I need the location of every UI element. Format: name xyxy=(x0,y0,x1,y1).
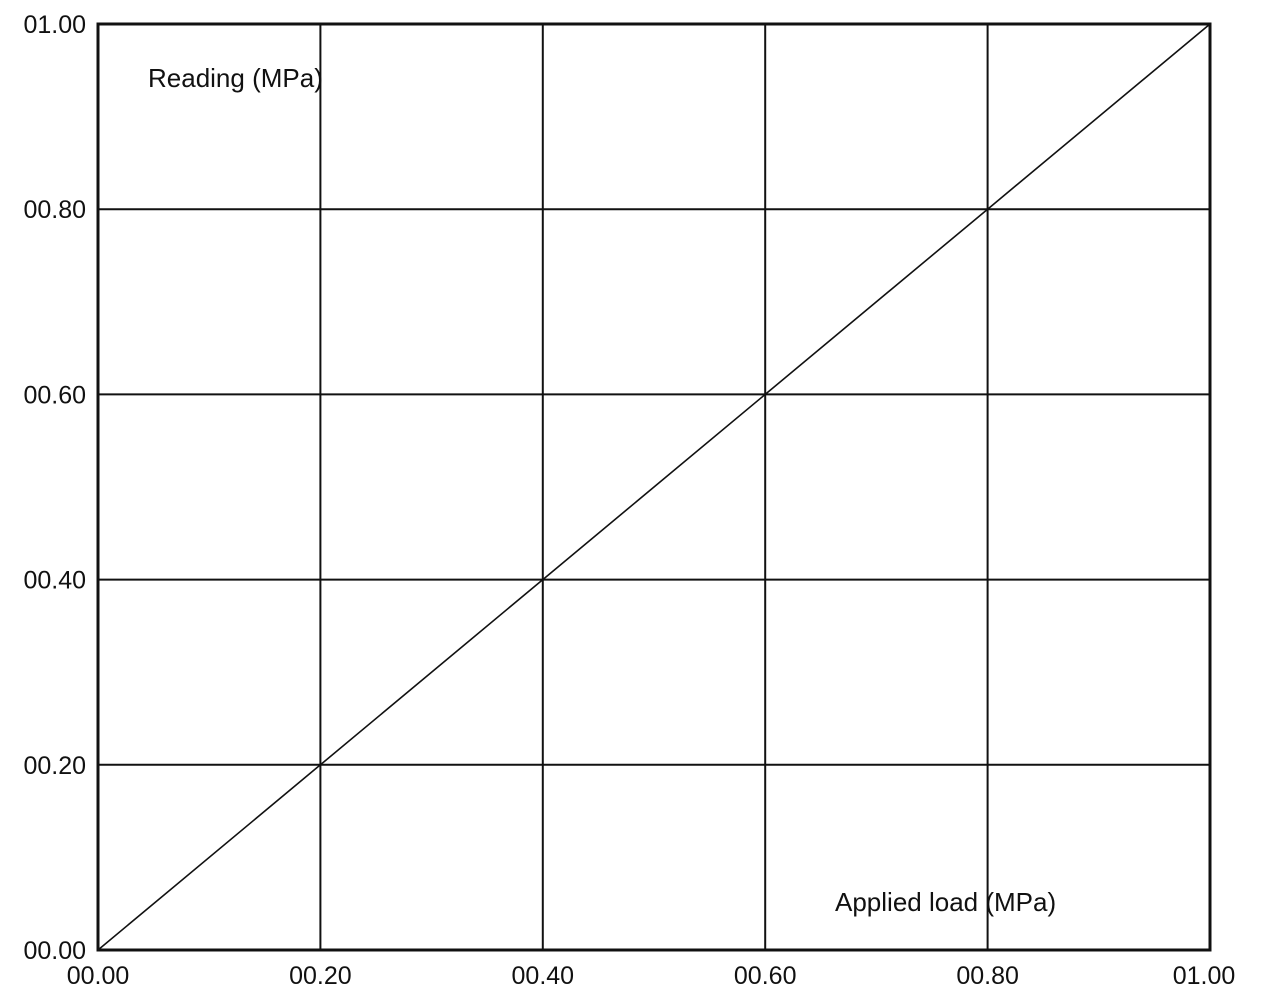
y-tick-label: 01.00 xyxy=(23,11,86,39)
series-line-0 xyxy=(97,23,1211,951)
x-tick-label: 00.60 xyxy=(734,962,797,990)
x-tick-label: 00.00 xyxy=(67,962,130,990)
y-tick-label: 00.20 xyxy=(23,752,86,780)
y-tick-label: 00.40 xyxy=(23,567,86,595)
x-tick-label: 00.80 xyxy=(956,962,1019,990)
x-tick-label: 00.20 xyxy=(289,962,352,990)
x-tick-label: 00.40 xyxy=(512,962,575,990)
x-tick-label: 01.00 xyxy=(1173,962,1236,990)
y-tick-label: 00.80 xyxy=(23,196,86,224)
grid xyxy=(98,24,1210,950)
series-layer xyxy=(97,23,1211,951)
x-axis-ticks: 00.00 00.20 00.40 00.60 00.80 01.00 xyxy=(67,962,1236,990)
y-tick-label: 00.00 xyxy=(23,937,86,965)
y-tick-label: 00.60 xyxy=(23,381,86,409)
y-axis-ticks: 00.00 00.20 00.40 00.60 00.80 01.00 xyxy=(23,11,86,965)
y-axis-title: Reading (MPa) xyxy=(148,63,323,93)
x-axis-title: Applied load (MPa) xyxy=(835,887,1056,917)
plot-frame xyxy=(96,22,1212,952)
